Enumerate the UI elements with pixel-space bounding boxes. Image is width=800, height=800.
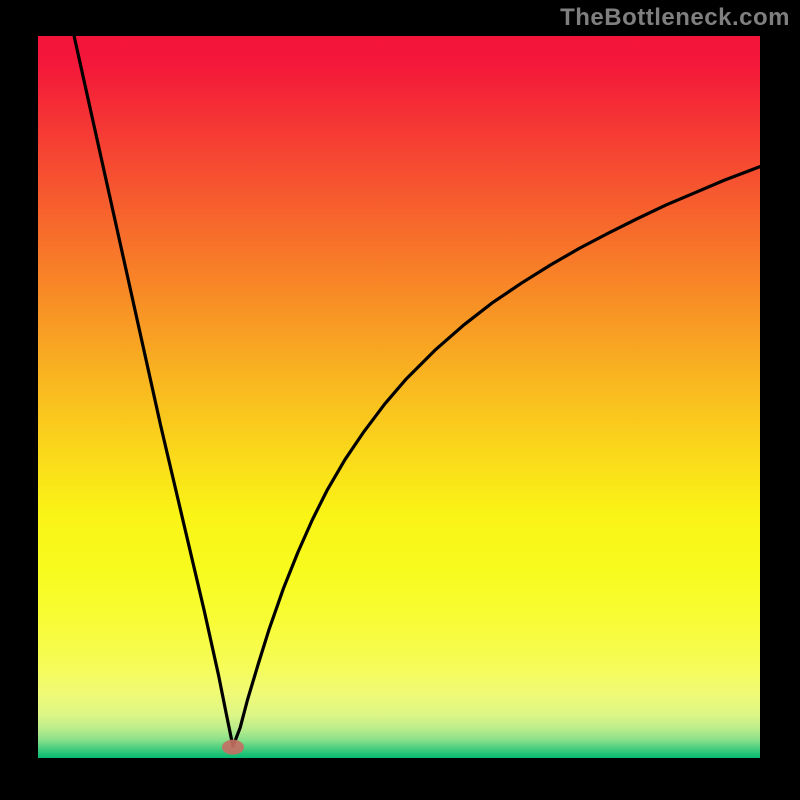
plot-background	[38, 36, 760, 758]
bottleneck-chart	[0, 0, 800, 800]
optimal-point-marker	[222, 740, 244, 755]
chart-frame: TheBottleneck.com	[0, 0, 800, 800]
